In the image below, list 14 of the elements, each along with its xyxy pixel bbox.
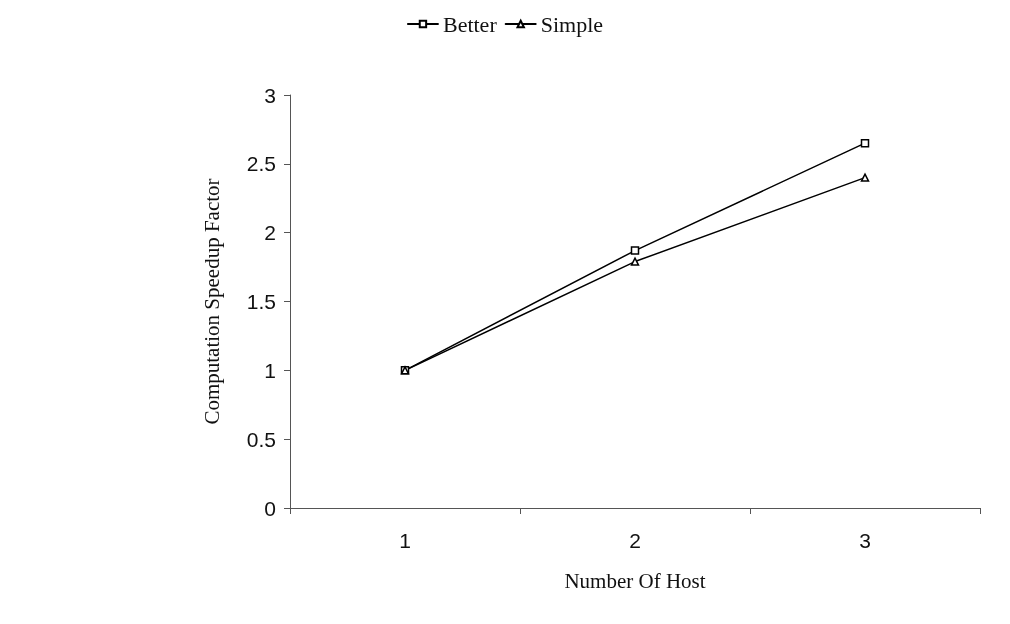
- legend-label: Simple: [540, 11, 604, 37]
- x-axis-title: Number Of Host: [564, 568, 706, 593]
- y-tick-label: 3: [264, 83, 276, 107]
- legend-label: Better: [442, 11, 498, 37]
- y-tick-label: 1.5: [246, 290, 276, 313]
- y-tick-label: 2.5: [246, 152, 276, 176]
- x-tick-label: 3: [859, 529, 871, 552]
- y-tick-label: 0.5: [246, 427, 276, 451]
- y-tick-label: 0: [264, 496, 276, 520]
- x-tick-label: 1: [399, 529, 411, 552]
- y-tick-label: 1: [264, 358, 276, 382]
- y-tick-label: 2: [264, 221, 276, 245]
- x-tick-label: 2: [629, 529, 641, 552]
- y-axis-title: Computation Speedup Factor: [199, 178, 224, 425]
